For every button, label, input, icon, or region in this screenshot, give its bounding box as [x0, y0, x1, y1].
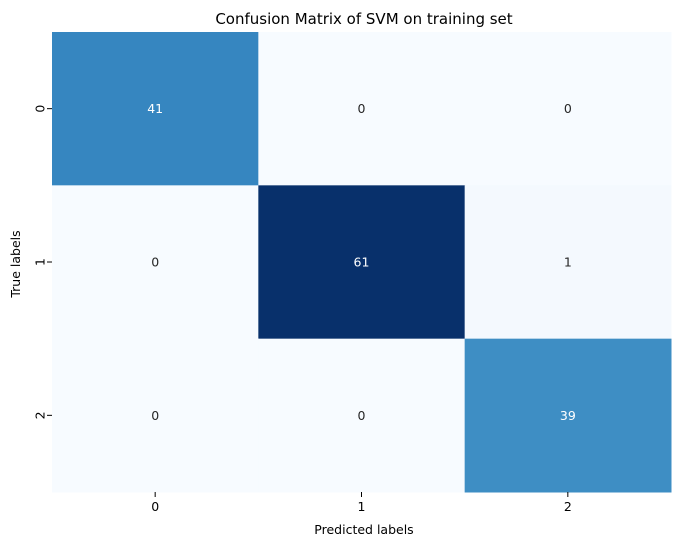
y-tick-label: 0 [33, 105, 48, 113]
cell-value-r2-c0: 0 [151, 408, 159, 423]
cell-value-r0-c1: 0 [358, 101, 366, 116]
heatmap-cells [52, 32, 672, 493]
x-tick-label: 0 [151, 499, 159, 514]
cell-value-r2-c1: 0 [358, 408, 366, 423]
chart-title: Confusion Matrix of SVM on training set [215, 10, 512, 28]
cell-value-r0-c0: 41 [147, 101, 163, 116]
x-tick-label: 1 [358, 499, 366, 514]
cell-value-r1-c1: 61 [354, 255, 370, 270]
heatmap-cell-r1-c1 [258, 185, 466, 340]
y-axis-ticks: 0 1 2 [33, 105, 52, 419]
heatmap-cell-r2-c2 [464, 338, 672, 493]
x-tick-label: 2 [564, 499, 572, 514]
cell-value-r1-c2: 1 [564, 255, 572, 270]
y-tick-label: 1 [33, 258, 48, 266]
cell-annotations: 41 0 0 0 61 1 0 0 39 [147, 101, 576, 423]
heatmap-cell-r0-c1 [258, 32, 466, 186]
x-axis-label: Predicted labels [314, 522, 413, 537]
heatmap-cell-r2-c0 [52, 338, 259, 493]
cell-value-r2-c2: 39 [560, 408, 576, 423]
x-axis-ticks: 0 1 2 [151, 492, 572, 514]
y-tick-label: 2 [33, 411, 48, 419]
heatmap-cell-r1-c2 [464, 185, 672, 340]
cell-value-r0-c2: 0 [564, 101, 572, 116]
heatmap-cell-r0-c2 [464, 32, 672, 186]
heatmap-cell-r1-c0 [52, 185, 259, 340]
cell-value-r1-c0: 0 [151, 255, 159, 270]
y-axis-label: True labels [8, 230, 23, 298]
heatmap-cell-r2-c1 [258, 338, 466, 493]
heatmap-cell-r0-c0 [52, 32, 259, 186]
